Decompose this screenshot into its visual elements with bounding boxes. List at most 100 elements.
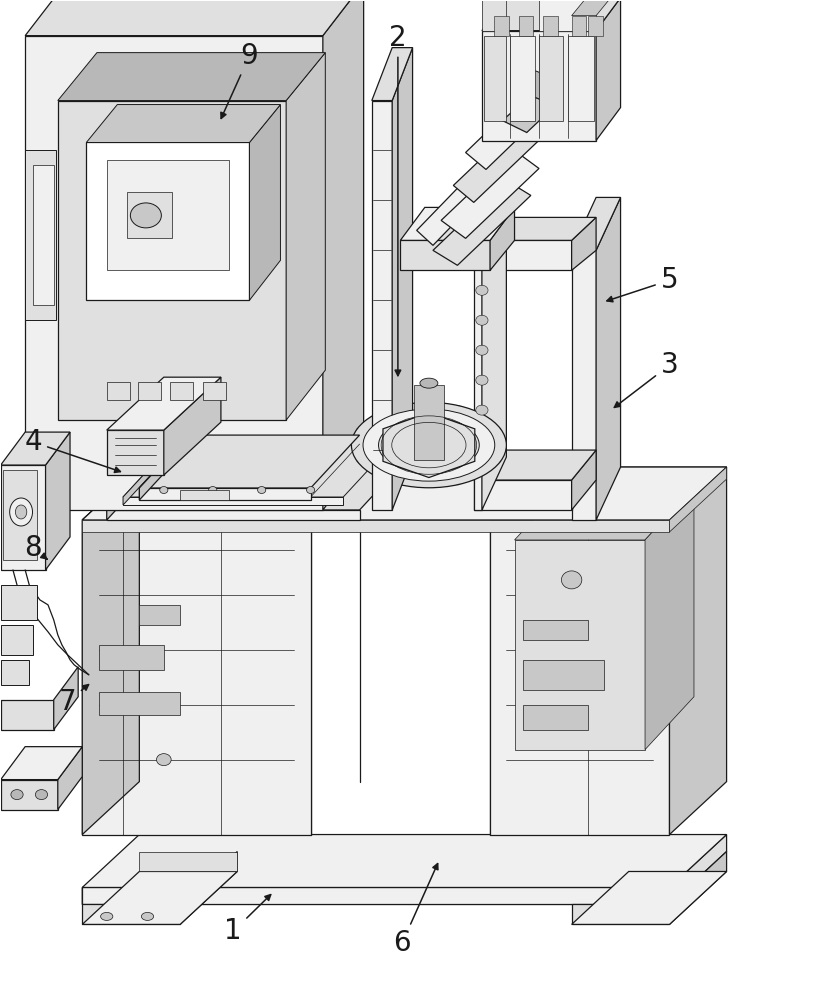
Polygon shape [180,490,229,500]
Polygon shape [523,660,605,690]
Polygon shape [482,0,507,31]
Polygon shape [107,457,156,520]
Polygon shape [180,852,237,924]
Polygon shape [107,457,408,510]
Ellipse shape [100,912,113,920]
Polygon shape [1,660,29,685]
Polygon shape [138,382,161,400]
Polygon shape [400,240,490,270]
Polygon shape [490,207,515,270]
Polygon shape [140,488,310,500]
Polygon shape [140,435,188,500]
Ellipse shape [10,498,33,526]
Polygon shape [474,450,596,480]
Text: 8: 8 [25,534,47,562]
Polygon shape [453,116,547,202]
Ellipse shape [420,378,438,388]
Polygon shape [46,432,70,570]
Polygon shape [372,48,413,101]
Polygon shape [83,887,669,904]
Polygon shape [1,625,33,655]
Polygon shape [482,0,621,31]
Ellipse shape [378,418,480,473]
Polygon shape [523,620,588,640]
Polygon shape [400,207,515,240]
Ellipse shape [475,285,488,295]
Polygon shape [107,510,359,520]
Polygon shape [414,385,444,460]
Ellipse shape [475,345,488,355]
Polygon shape [572,16,587,36]
Polygon shape [523,705,588,730]
Polygon shape [572,904,669,924]
Ellipse shape [306,487,315,494]
Polygon shape [140,435,359,488]
Polygon shape [83,520,310,835]
Polygon shape [543,16,558,36]
Polygon shape [392,48,413,510]
Polygon shape [1,432,70,465]
Polygon shape [502,96,556,133]
Polygon shape [474,217,596,240]
Polygon shape [83,835,726,904]
Ellipse shape [257,487,266,494]
Polygon shape [203,382,225,400]
Polygon shape [417,96,564,245]
Polygon shape [572,871,726,924]
Polygon shape [482,187,507,510]
Polygon shape [441,150,539,238]
Text: 5: 5 [607,266,678,302]
Polygon shape [123,444,172,505]
Polygon shape [490,520,669,835]
Polygon shape [54,667,78,730]
Polygon shape [433,180,531,265]
Polygon shape [466,86,556,169]
Ellipse shape [475,315,488,325]
Polygon shape [83,871,237,924]
Polygon shape [99,692,180,715]
Polygon shape [323,0,364,510]
Polygon shape [596,0,621,140]
Polygon shape [83,904,180,924]
Text: 3: 3 [614,351,678,407]
Polygon shape [140,852,237,871]
Polygon shape [58,53,325,101]
Ellipse shape [160,487,168,494]
Polygon shape [515,540,645,750]
Polygon shape [568,36,595,121]
Text: 6: 6 [393,864,438,957]
Polygon shape [107,430,164,475]
Polygon shape [83,467,140,835]
Ellipse shape [141,912,154,920]
Ellipse shape [351,402,507,488]
Polygon shape [1,465,46,570]
Polygon shape [669,467,726,835]
Polygon shape [170,382,193,400]
Ellipse shape [11,790,23,800]
Polygon shape [123,497,343,505]
Text: 9: 9 [221,42,258,118]
Polygon shape [531,71,560,106]
Text: 2: 2 [389,24,407,376]
Ellipse shape [363,409,495,481]
Polygon shape [3,470,38,560]
Polygon shape [58,747,83,810]
Polygon shape [99,645,164,670]
Polygon shape [87,105,280,142]
Polygon shape [25,0,364,36]
Polygon shape [1,700,54,730]
Polygon shape [669,852,726,924]
Polygon shape [474,240,482,510]
Polygon shape [474,240,572,270]
Ellipse shape [16,505,27,519]
Polygon shape [58,101,286,420]
Polygon shape [433,220,482,240]
Polygon shape [511,36,535,121]
Ellipse shape [35,790,47,800]
Polygon shape [572,197,621,250]
Polygon shape [539,0,596,31]
Polygon shape [87,142,249,300]
Polygon shape [596,197,621,520]
Text: 1: 1 [225,895,270,945]
Polygon shape [519,16,534,36]
